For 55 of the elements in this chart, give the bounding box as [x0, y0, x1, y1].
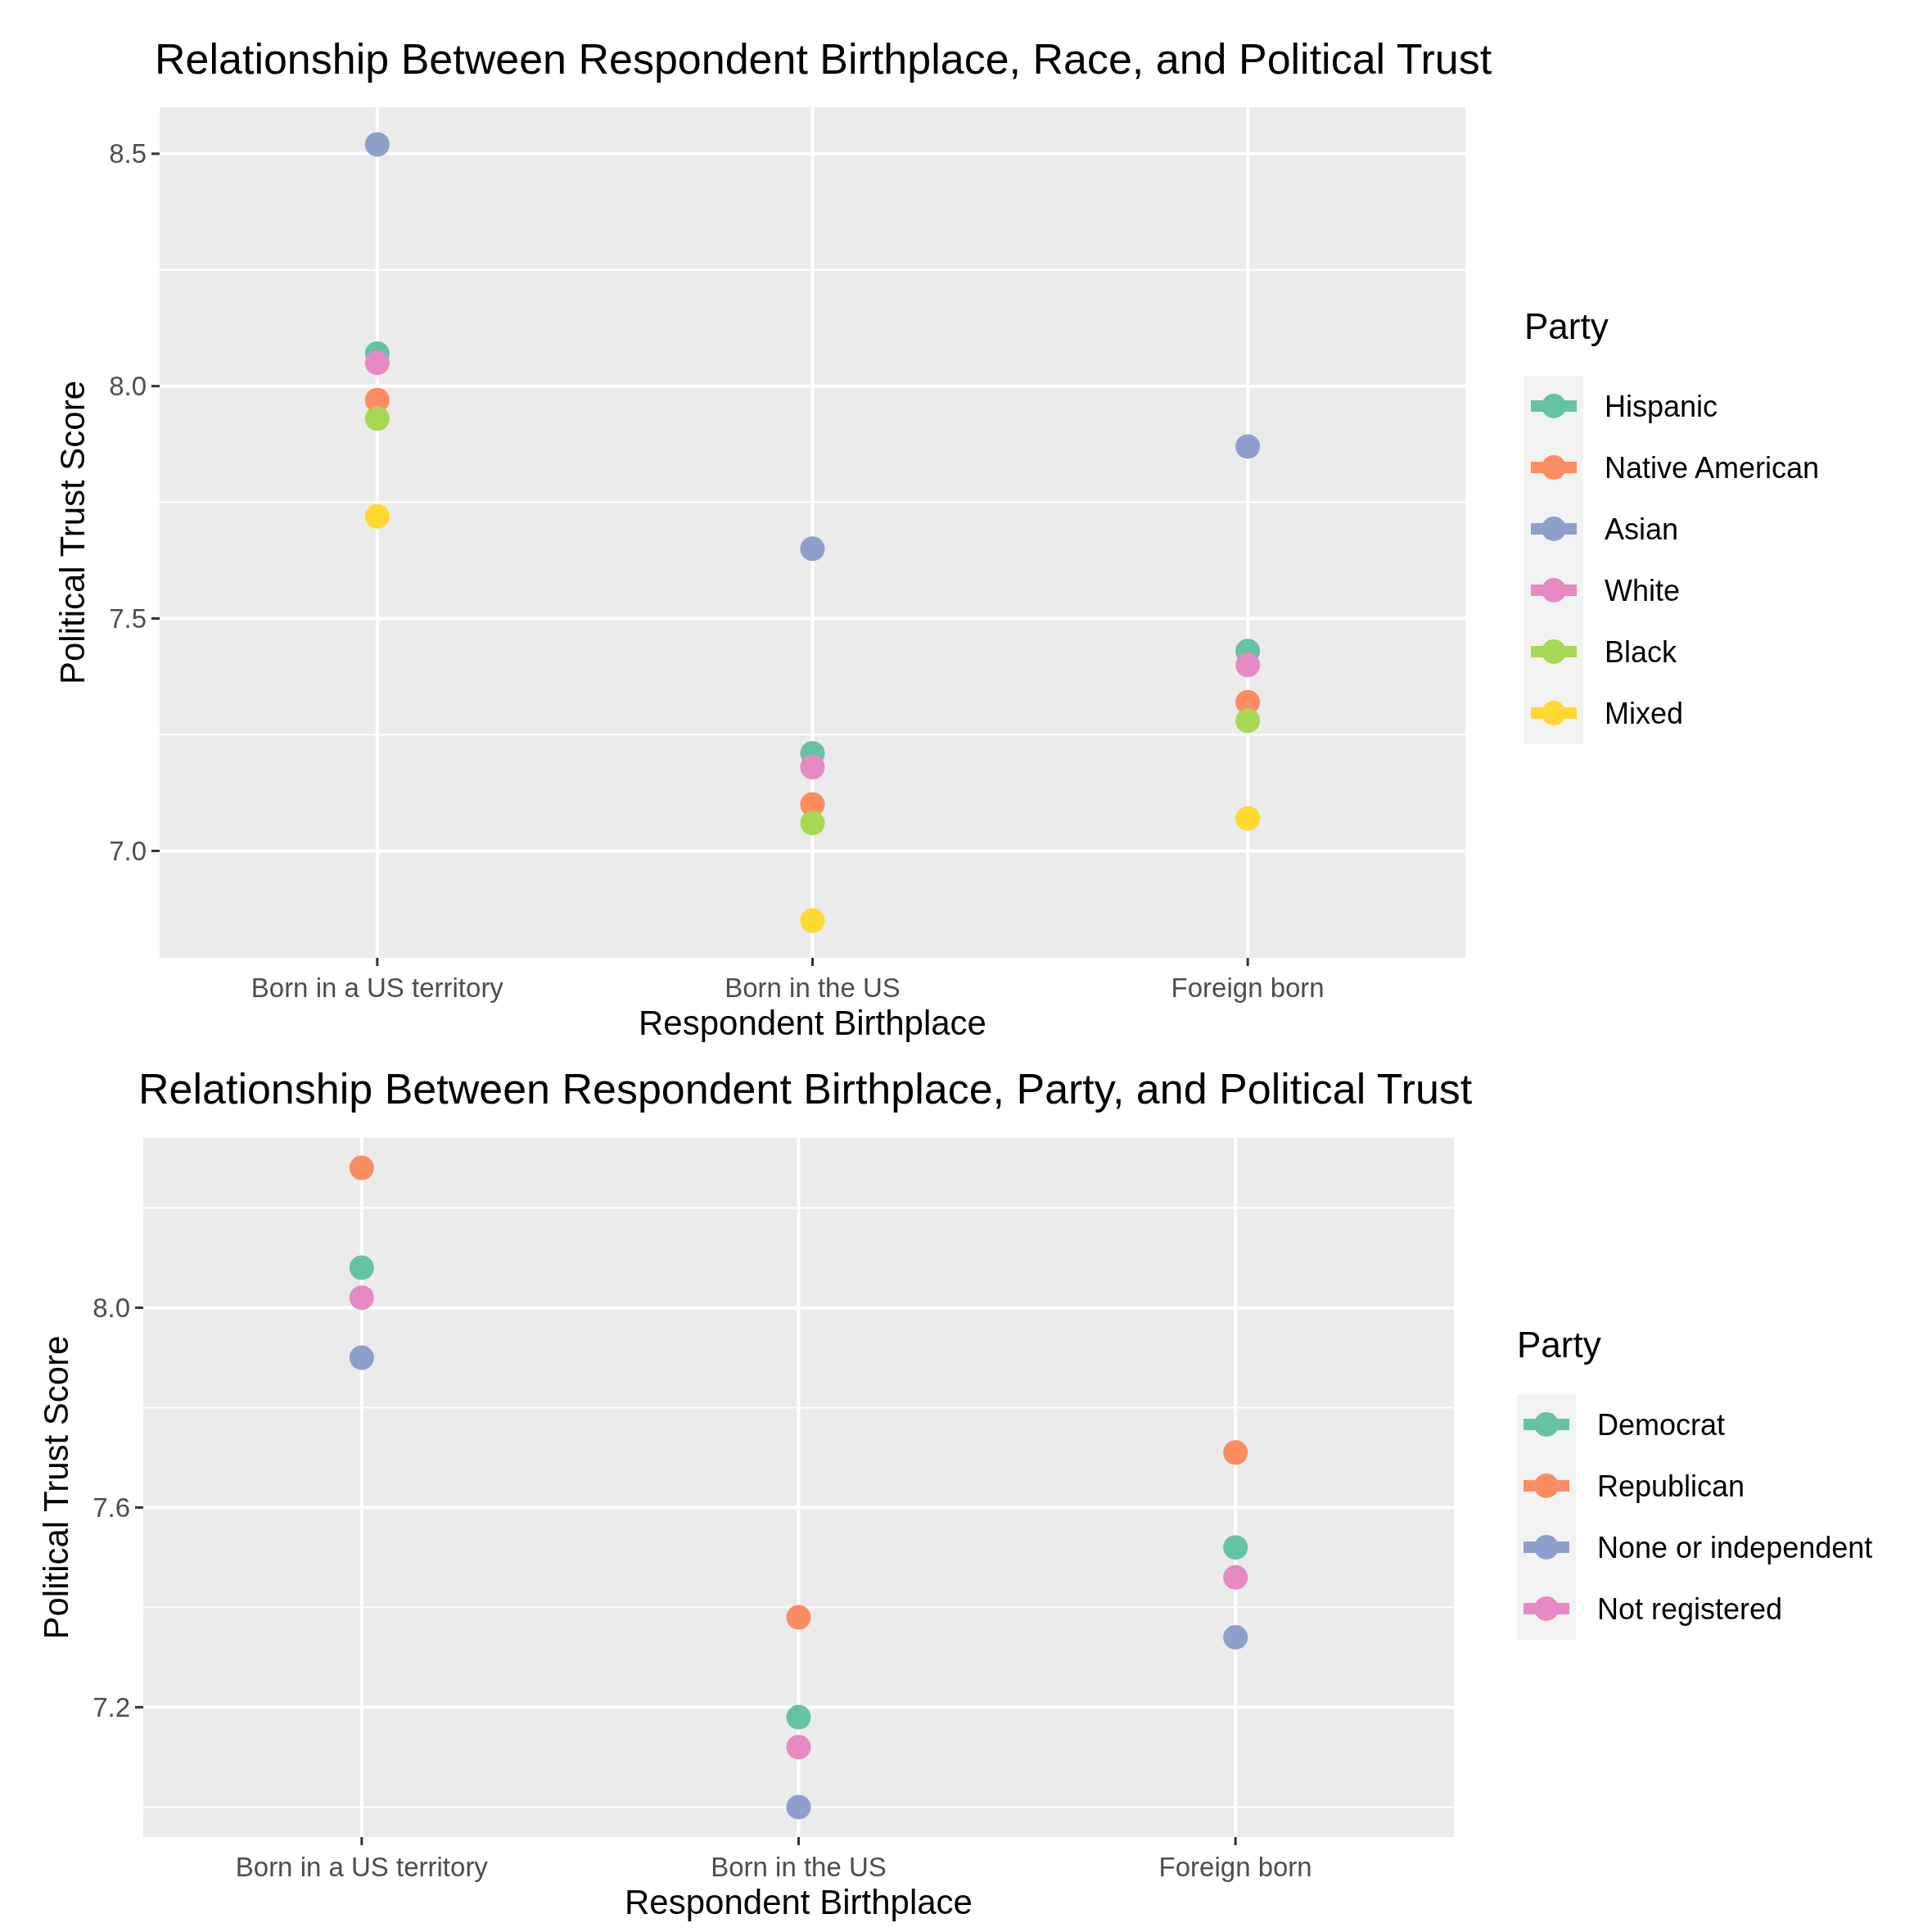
- y-tick-label: 8.0: [109, 371, 147, 402]
- point: [349, 1345, 374, 1370]
- legend-label: Asian: [1605, 512, 1679, 546]
- y-tick-label: 7.6: [93, 1492, 130, 1523]
- legend-label: Black: [1605, 634, 1678, 669]
- point: [800, 810, 825, 836]
- point: [800, 536, 825, 562]
- x-tick-label: Born in the US: [725, 973, 901, 1003]
- legend-label: White: [1605, 573, 1681, 607]
- y-tick-label: 7.2: [93, 1691, 130, 1722]
- point: [1235, 806, 1261, 831]
- x-axis-title: Respondent Birthplace: [625, 1883, 973, 1921]
- point: [786, 1605, 811, 1630]
- point: [786, 1735, 811, 1760]
- x-tick-label: Born in the US: [711, 1852, 887, 1882]
- point: [364, 132, 390, 157]
- y-axis-title: Political Trust Score: [53, 380, 92, 685]
- y-axis-title: Political Trust Score: [37, 1335, 75, 1640]
- chart-title: Relationship Between Respondent Birthplace, Party, and Political Trust: [138, 1065, 1473, 1113]
- y-tick-label: 7.0: [109, 835, 147, 866]
- legend-label: Native American: [1605, 450, 1820, 485]
- legend-label: Mixed: [1605, 696, 1684, 730]
- y-tick-label: 7.5: [109, 603, 147, 634]
- x-tick-label: Foreign born: [1158, 1852, 1312, 1882]
- chart-title: Relationship Between Respondent Birthplace, Race, and Political Trust: [155, 35, 1492, 83]
- point: [786, 1794, 811, 1820]
- point: [786, 1704, 811, 1730]
- x-tick-label: Born in a US territory: [235, 1852, 489, 1882]
- legend-label: Not registered: [1597, 1591, 1783, 1626]
- x-tick-label: Foreign born: [1171, 973, 1325, 1003]
- point: [1223, 1535, 1248, 1560]
- point: [1223, 1564, 1248, 1590]
- legend-label: Republican: [1597, 1469, 1745, 1503]
- point: [364, 406, 390, 431]
- point: [1235, 652, 1261, 678]
- point: [364, 503, 390, 529]
- legend-title: Party: [1517, 1325, 1601, 1365]
- legend-title: Party: [1524, 306, 1609, 346]
- legend-label: None or independent: [1597, 1530, 1873, 1564]
- point: [349, 1255, 374, 1280]
- x-tick-label: Born in a US territory: [251, 973, 504, 1003]
- point: [800, 755, 825, 780]
- point: [1223, 1440, 1248, 1465]
- legend-label: Hispanic: [1605, 389, 1718, 423]
- point: [349, 1285, 374, 1311]
- x-axis-title: Respondent Birthplace: [639, 1004, 986, 1042]
- point: [800, 908, 825, 933]
- point: [1235, 434, 1261, 459]
- y-tick-label: 8.5: [109, 138, 147, 169]
- legend-label: Democrat: [1597, 1407, 1726, 1442]
- y-tick-label: 8.0: [93, 1292, 130, 1323]
- point: [364, 350, 390, 376]
- point: [1223, 1625, 1248, 1650]
- point: [349, 1155, 374, 1180]
- point: [1235, 708, 1261, 734]
